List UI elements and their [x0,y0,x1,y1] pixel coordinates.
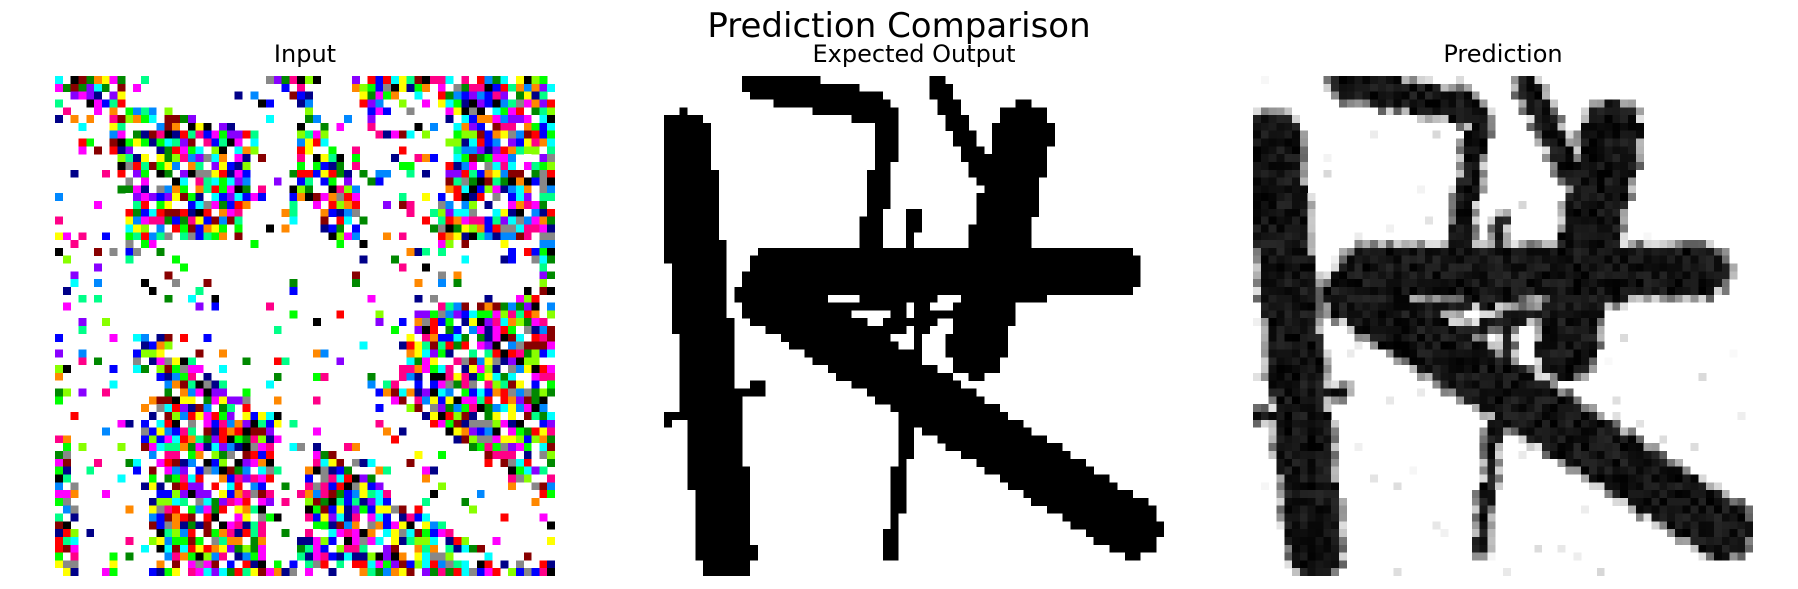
expected-strokes-image [664,76,1164,576]
input-panel-title: Input [273,40,337,68]
prediction-panel-title: Prediction [1443,40,1563,68]
expected-panel-title: Expected Output [812,40,1016,68]
prediction-image [1253,76,1753,576]
expected-output-image [664,76,1164,576]
input-noisy-image [55,76,555,576]
input-image [55,76,555,576]
predicted-strokes-image [1253,76,1753,576]
figure-title: Prediction Comparison [707,6,1091,46]
